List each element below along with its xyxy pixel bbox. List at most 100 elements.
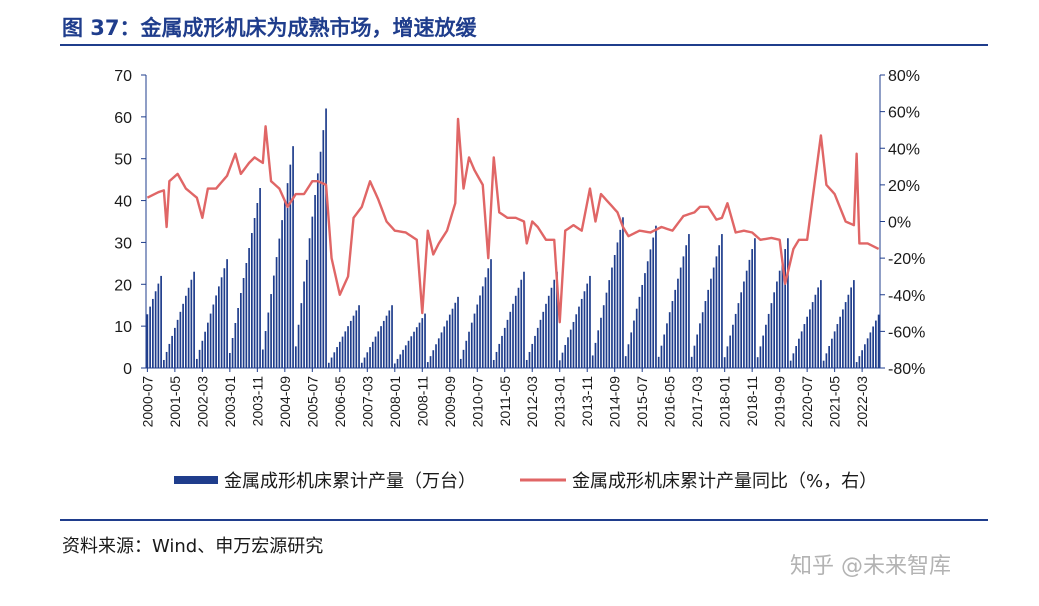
bar: [850, 287, 852, 368]
bar: [369, 347, 371, 368]
bar: [773, 292, 776, 368]
bar: [734, 313, 737, 368]
bar: [514, 295, 517, 368]
bar: [520, 279, 523, 368]
bar: [677, 278, 679, 368]
bar: [479, 295, 481, 368]
x-tick-label: 2014-09: [607, 376, 623, 428]
right-tick-label: -20%: [888, 251, 925, 268]
x-tick-label: 2008-01: [387, 376, 403, 428]
bar: [146, 314, 149, 368]
bar: [649, 249, 652, 368]
x-tick-label: 2003-01: [222, 376, 238, 428]
bar: [193, 271, 195, 368]
bar: [594, 342, 597, 368]
x-tick-label: 2019-09: [772, 376, 788, 428]
bar: [847, 294, 850, 368]
bar: [294, 346, 297, 368]
bar: [613, 254, 616, 368]
bar: [396, 358, 399, 368]
x-tick-label: 2000-07: [139, 376, 155, 428]
bar: [495, 351, 498, 368]
bar: [861, 350, 863, 368]
x-tick-label: 2002-03: [194, 376, 210, 428]
bar: [448, 314, 451, 368]
bar: [352, 315, 355, 368]
bar: [418, 322, 421, 368]
bar: [207, 322, 209, 368]
bar: [674, 289, 677, 368]
bar: [363, 357, 366, 368]
bar: [534, 335, 536, 368]
bar: [740, 292, 743, 368]
bar: [429, 356, 432, 368]
x-tick-label: 2012-03: [524, 376, 540, 428]
bar: [710, 278, 712, 368]
x-tick-label: 2004-09: [277, 376, 293, 428]
bar: [635, 308, 638, 368]
bar: [303, 281, 305, 368]
bar: [589, 275, 591, 368]
x-tick-label: 2013-11: [579, 376, 595, 427]
x-tick-label: 2007-03: [359, 376, 375, 428]
bar: [220, 277, 223, 368]
bar: [759, 346, 762, 368]
bar: [393, 363, 396, 368]
bar: [289, 164, 292, 368]
bar: [231, 338, 234, 368]
x-tick-label: 2013-01: [552, 376, 568, 428]
bar: [512, 303, 514, 368]
bar: [866, 338, 869, 368]
bar: [545, 303, 547, 368]
x-tick-label: 2003-11: [249, 376, 265, 427]
left-tick-label: 10: [114, 319, 132, 336]
bar: [333, 352, 336, 368]
title-rule: [60, 44, 988, 46]
bar: [484, 277, 487, 368]
bar: [413, 331, 415, 368]
bar: [498, 343, 501, 368]
right-tick-label: -60%: [888, 324, 925, 341]
bar: [391, 305, 393, 368]
page-title: 图 37：金属成形机床为成熟市场，增速放缓: [62, 16, 477, 40]
bar: [473, 313, 476, 368]
bar: [253, 218, 256, 368]
bar: [721, 234, 723, 368]
bar: [176, 319, 179, 368]
bar: [663, 334, 666, 368]
bar: [820, 280, 822, 368]
bar: [553, 279, 556, 368]
x-tick-label: 2001-05: [167, 376, 183, 428]
bar: [564, 344, 567, 368]
left-tick-label: 20: [114, 277, 132, 294]
bar: [182, 303, 184, 368]
bar: [770, 303, 773, 368]
bar: [569, 329, 572, 368]
bar: [327, 362, 330, 368]
bar: [525, 359, 528, 368]
bar: [578, 306, 580, 368]
bar: [839, 316, 841, 368]
left-axis: 0 10 20 30 40 50 60 70: [114, 68, 146, 378]
axes: [145, 75, 881, 369]
bar: [410, 336, 413, 368]
bar: [682, 256, 685, 368]
right-tick-label: -40%: [888, 288, 925, 305]
bar: [377, 331, 380, 369]
bar: [426, 362, 429, 368]
bar: [877, 314, 880, 368]
bar: [424, 313, 426, 368]
bar: [242, 278, 245, 368]
bar: [476, 304, 479, 368]
bar: [869, 332, 872, 368]
bar: [209, 313, 212, 368]
bar: [765, 324, 767, 368]
bar: [627, 344, 630, 368]
bar: [259, 188, 261, 368]
x-tick-label: 2015-07: [634, 376, 650, 428]
bar: [432, 350, 435, 368]
bar: [305, 259, 308, 368]
bar: [602, 305, 605, 368]
right-tick-label: 40%: [888, 141, 920, 158]
bar: [385, 315, 388, 368]
